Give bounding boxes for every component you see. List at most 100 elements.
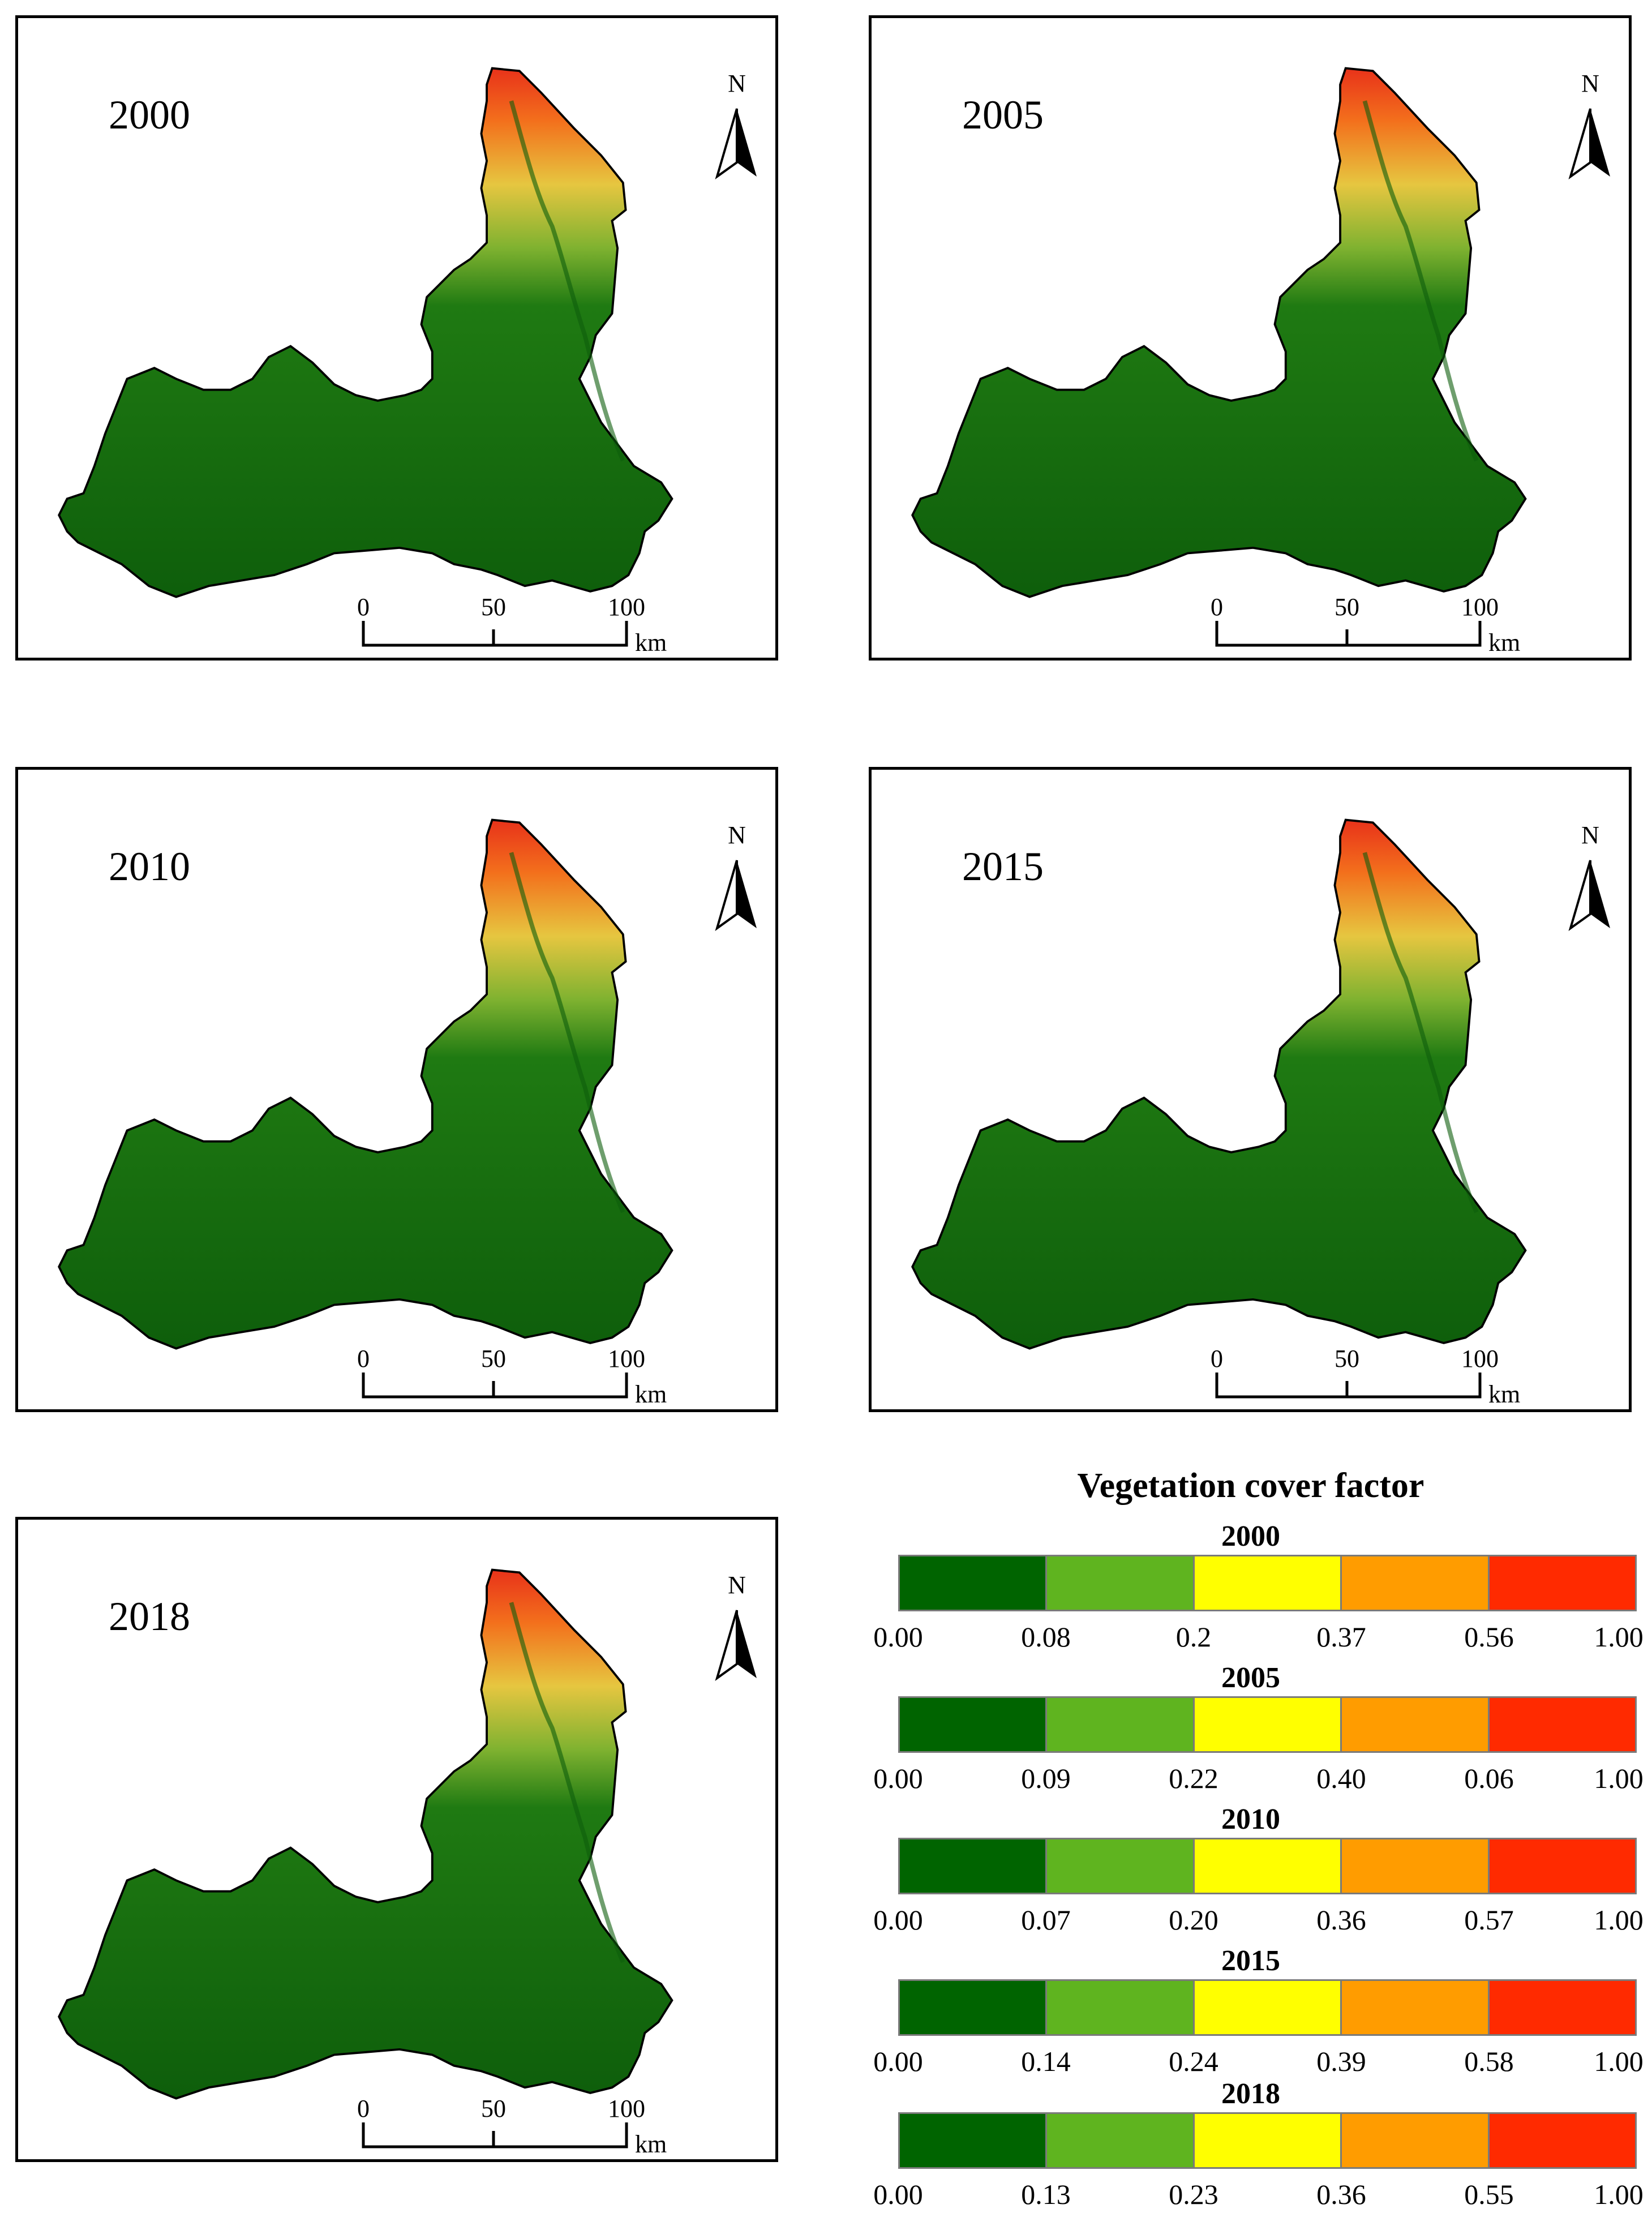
map-year-label: 2010 bbox=[109, 844, 190, 889]
legend-color-bar bbox=[898, 2112, 1637, 2169]
legend-break: 0.20 bbox=[1169, 1904, 1218, 1936]
legend-title: Vegetation cover factor bbox=[1077, 1466, 1424, 1505]
scale-tick-0: 0 bbox=[357, 2095, 370, 2122]
legend-color-bar bbox=[898, 1838, 1637, 1894]
legend-scale-year: 2005 bbox=[1221, 1662, 1280, 1694]
legend-break: 0.23 bbox=[1169, 2178, 1218, 2210]
scale-tick-100: 100 bbox=[1461, 593, 1499, 621]
legend-break: 0.39 bbox=[1316, 2045, 1366, 2077]
color-class-4 bbox=[1342, 1556, 1490, 1610]
legend-break: 0.06 bbox=[1464, 1762, 1514, 1794]
scale-tick-100: 100 bbox=[608, 593, 645, 621]
color-class-3 bbox=[1194, 1981, 1342, 2034]
legend-break: 0.00 bbox=[873, 1904, 923, 1936]
map-year-label: 2005 bbox=[962, 92, 1044, 138]
north-arrow-icon: N bbox=[715, 70, 757, 179]
legend-scale-year: 2015 bbox=[1221, 1945, 1280, 1977]
color-class-5 bbox=[1489, 1556, 1636, 1610]
legend-scale-year: 2000 bbox=[1221, 1520, 1280, 1552]
scale-tick-0: 0 bbox=[1211, 593, 1223, 621]
map-year-label: 2018 bbox=[109, 1594, 190, 1639]
color-class-1 bbox=[900, 1698, 1048, 1751]
map-panel-2000: 2000 N 0 50 100 km bbox=[15, 15, 778, 661]
map-panel-2005: 2005 N 0 50 100 km bbox=[869, 15, 1632, 661]
legend-break: 1.00 bbox=[1594, 1762, 1644, 1794]
legend-break: 0.14 bbox=[1021, 2045, 1071, 2077]
color-class-4 bbox=[1342, 2114, 1490, 2167]
legend-break: 0.08 bbox=[1021, 1621, 1071, 1653]
legend-break: 0.37 bbox=[1316, 1621, 1366, 1653]
north-label: N bbox=[1581, 70, 1599, 97]
legend-break: 1.00 bbox=[1594, 2178, 1644, 2210]
map-panel-2015: 2015 N 0 50 100 km bbox=[869, 767, 1632, 1412]
color-class-1 bbox=[900, 1556, 1048, 1610]
scale-bar: 0 50 100 km bbox=[357, 1345, 667, 1408]
color-class-4 bbox=[1342, 1839, 1490, 1893]
legend-break: 0.09 bbox=[1021, 1762, 1071, 1794]
color-class-2 bbox=[1047, 1981, 1195, 2034]
north-arrow-icon: N bbox=[1568, 821, 1610, 931]
legend-scale-year: 2018 bbox=[1221, 2078, 1280, 2110]
color-class-2 bbox=[1047, 2114, 1195, 2167]
legend-break: 0.56 bbox=[1464, 1621, 1514, 1653]
legend-break: 0.00 bbox=[873, 1762, 923, 1794]
legend-break: 1.00 bbox=[1594, 1904, 1644, 1936]
legend-break: 0.36 bbox=[1316, 2178, 1366, 2210]
legend-color-bar bbox=[898, 1555, 1637, 1611]
color-class-3 bbox=[1194, 1556, 1342, 1610]
scale-unit: km bbox=[635, 629, 667, 657]
legend-scale-2005: 2005 0.00 0.09 0.22 0.40 0.06 1.00 bbox=[855, 1661, 1647, 1797]
scale-unit: km bbox=[1488, 1380, 1520, 1408]
legend-break: 1.00 bbox=[1594, 1621, 1644, 1653]
scale-bar: 0 50 100 km bbox=[357, 2095, 667, 2158]
scale-tick-100: 100 bbox=[1461, 1345, 1499, 1373]
color-class-5 bbox=[1489, 1698, 1636, 1751]
legend-color-bar bbox=[898, 1979, 1637, 2036]
color-class-3 bbox=[1194, 1839, 1342, 1893]
legend-break: 0.2 bbox=[1175, 1621, 1212, 1653]
color-class-5 bbox=[1489, 2114, 1636, 2167]
color-class-5 bbox=[1489, 1839, 1636, 1893]
scale-tick-0: 0 bbox=[1211, 1345, 1223, 1373]
color-class-4 bbox=[1342, 1981, 1490, 2034]
color-class-2 bbox=[1047, 1698, 1195, 1751]
color-class-1 bbox=[900, 2114, 1048, 2167]
legend-break: 0.57 bbox=[1464, 1904, 1514, 1936]
north-arrow-icon: N bbox=[1568, 70, 1610, 179]
color-class-3 bbox=[1194, 2114, 1342, 2167]
legend-break: 1.00 bbox=[1594, 2045, 1644, 2077]
legend: Vegetation cover factor 2000 0.00 0.08 0… bbox=[855, 1466, 1647, 2210]
scale-tick-50: 50 bbox=[481, 593, 506, 621]
scale-unit: km bbox=[1488, 629, 1520, 657]
legend-break: 0.40 bbox=[1316, 1762, 1366, 1794]
color-class-1 bbox=[900, 1839, 1048, 1893]
legend-break: 0.00 bbox=[873, 2178, 923, 2210]
legend-break: 0.13 bbox=[1021, 2178, 1071, 2210]
legend-break: 0.58 bbox=[1464, 2045, 1514, 2077]
scale-tick-50: 50 bbox=[1335, 1345, 1359, 1373]
legend-scale-2000: 2000 0.00 0.08 0.2 0.37 0.56 1.00 bbox=[855, 1520, 1647, 1656]
scale-bar: 0 50 100 km bbox=[357, 593, 667, 657]
north-label: N bbox=[728, 1571, 746, 1599]
legend-scale-2010: 2010 0.00 0.07 0.20 0.36 0.57 1.00 bbox=[855, 1803, 1647, 1938]
legend-break: 0.36 bbox=[1316, 1904, 1366, 1936]
color-class-2 bbox=[1047, 1556, 1195, 1610]
color-class-4 bbox=[1342, 1698, 1490, 1751]
legend-scale-2015: 2015 0.00 0.14 0.24 0.39 0.58 1.00 bbox=[855, 1944, 1647, 2080]
color-class-3 bbox=[1194, 1698, 1342, 1751]
legend-color-bar bbox=[898, 1696, 1637, 1753]
scale-unit: km bbox=[635, 1380, 667, 1408]
scale-tick-50: 50 bbox=[1335, 593, 1359, 621]
north-arrow-icon: N bbox=[715, 821, 757, 931]
legend-break: 0.00 bbox=[873, 2045, 923, 2077]
legend-break: 0.55 bbox=[1464, 2178, 1514, 2210]
scale-tick-50: 50 bbox=[481, 2095, 506, 2122]
scale-tick-100: 100 bbox=[608, 2095, 645, 2122]
scale-bar: 0 50 100 km bbox=[1211, 1345, 1520, 1408]
scale-bar: 0 50 100 km bbox=[1211, 593, 1520, 657]
map-panel-2018: 2018 N 0 50 100 km bbox=[15, 1517, 778, 2162]
map-year-label: 2000 bbox=[109, 92, 190, 138]
legend-break: 0.00 bbox=[873, 1621, 923, 1653]
legend-scale-2018: 2018 0.00 0.13 0.23 0.36 0.55 1.00 bbox=[855, 2077, 1647, 2213]
scale-unit: km bbox=[635, 2130, 667, 2158]
